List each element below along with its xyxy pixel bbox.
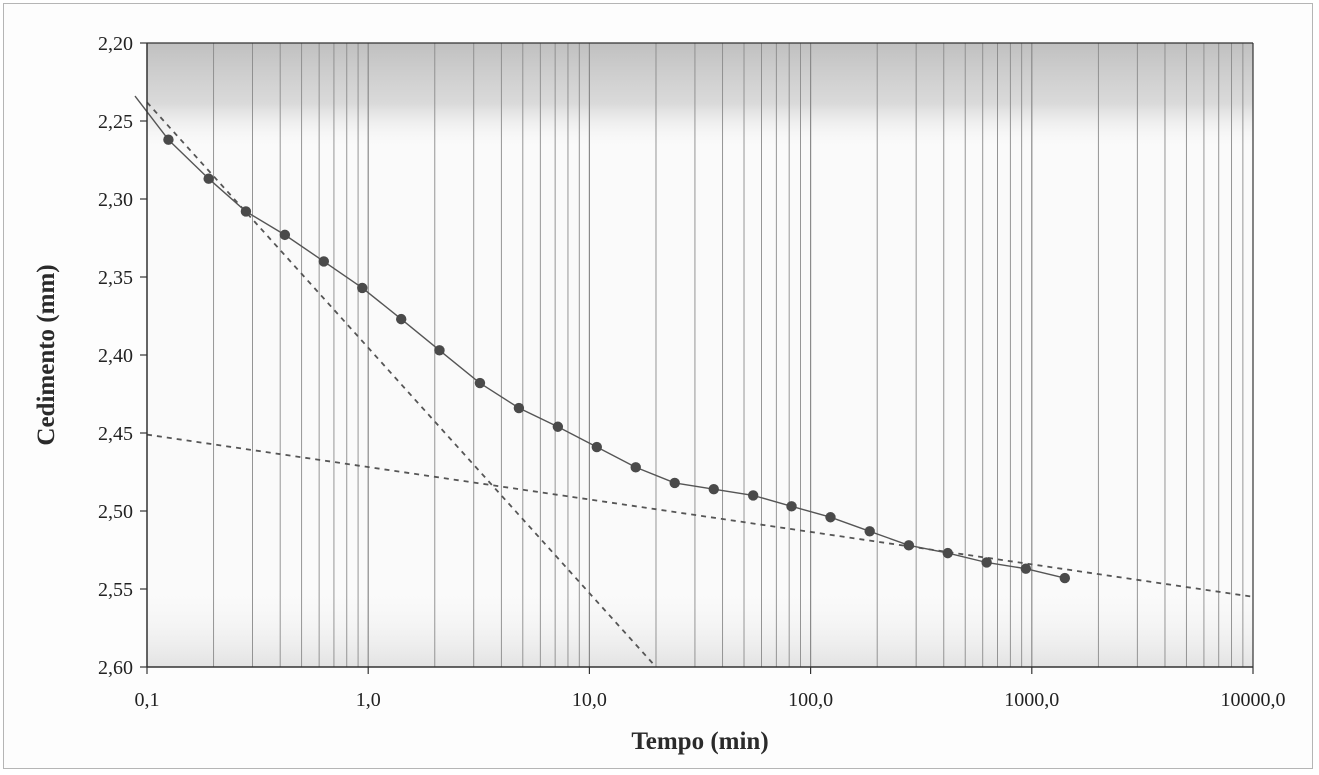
data-point [396,314,406,324]
data-point [553,422,563,432]
data-point [631,462,641,472]
y-tick-label: 2,25 [98,111,133,133]
data-point [709,484,719,494]
y-axis-title: Cedimento (mm) [33,264,60,445]
data-point [434,345,444,355]
y-tick-labels: 2,20 2,25 2,30 2,35 2,40 2,45 2,50 2,55 2,60 [98,33,133,679]
plot-area [147,43,1253,667]
x-tick-label: 10,0 [572,689,607,711]
bottom-shading-band [147,577,1253,667]
x-tick-labels: 0,1 1,0 10,0 100,0 1000,0 10000,0 [135,689,1286,711]
data-point [319,256,329,266]
y-tick-label: 2,50 [98,501,133,523]
data-point [669,478,679,488]
x-tick-label: 1000,0 [1004,689,1059,711]
y-tick-label: 2,55 [98,579,133,601]
data-point [1021,564,1031,574]
x-tick-label: 10000,0 [1221,689,1286,711]
data-point [825,512,835,522]
x-tick-label: 100,0 [788,689,833,711]
y-tick-label: 2,45 [98,423,133,445]
data-point [748,490,758,500]
data-point [203,174,213,184]
data-point [475,378,485,388]
y-tick-label: 2,30 [98,189,133,211]
top-shading-band [147,43,1253,153]
y-tick-label: 2,35 [98,267,133,289]
data-point [904,540,914,550]
x-tick-label: 1,0 [356,689,381,711]
data-point [357,283,367,293]
data-point [592,442,602,452]
x-tick-label: 0,1 [135,689,160,711]
data-point [864,526,874,536]
data-point [981,557,991,567]
data-point [241,206,251,216]
x-axis-title: Tempo (min) [631,728,768,755]
data-point [1060,573,1070,583]
data-point [163,135,173,145]
y-tick-label: 2,60 [98,657,133,679]
data-point [514,403,524,413]
y-tick-label: 2,20 [98,33,133,55]
data-point [786,501,796,511]
y-tick-label: 2,40 [98,345,133,367]
data-point [943,548,953,558]
data-point [280,230,290,240]
